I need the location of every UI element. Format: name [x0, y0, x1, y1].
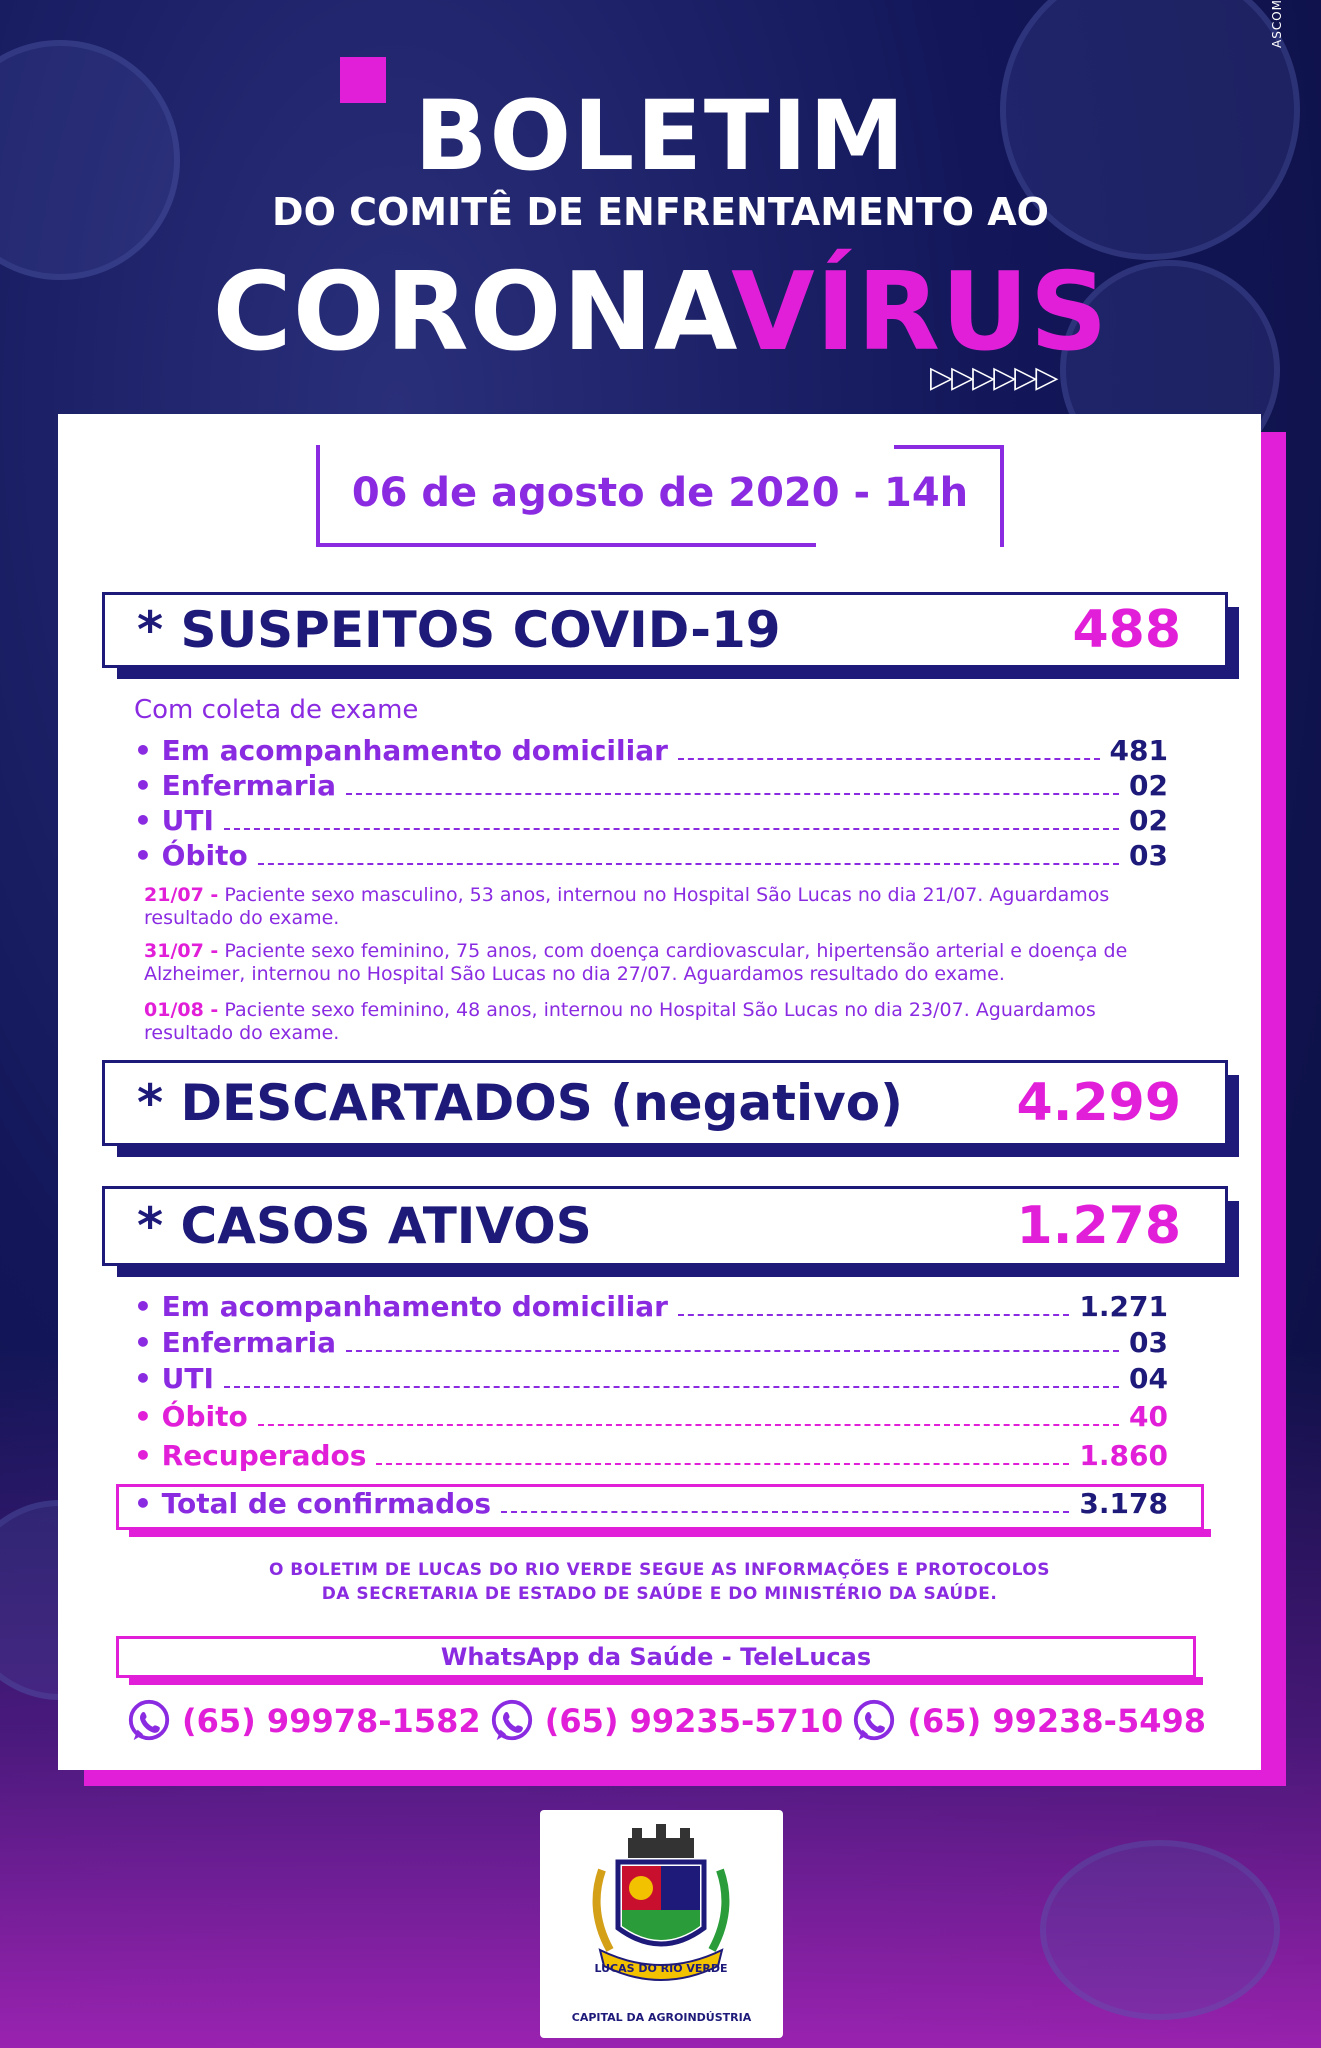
- accent-square: [340, 57, 386, 103]
- ativos-row: • Recuperados 1.860: [134, 1439, 1168, 1472]
- phone-item[interactable]: (65) 99235-5710: [489, 1698, 844, 1744]
- phone-list: (65) 99978-1582 (65) 99235-5710 (65) 992…: [126, 1698, 1206, 1744]
- total-confirmados-frame: [116, 1484, 1211, 1537]
- title-corona-pink: VÍRUS: [731, 250, 1109, 375]
- phone-number: (65) 99235-5710: [544, 1702, 844, 1740]
- arrows-icon: ▷▷▷▷▷▷: [930, 360, 1058, 395]
- whatsapp-icon: [128, 1699, 170, 1741]
- descartados-header: * DESCARTADOS (negativo) 4.299: [102, 1060, 1239, 1157]
- bulletin-date: 06 de agosto de 2020 - 14h: [351, 470, 969, 516]
- suspeitos-row: • Em acompanhamento domiciliar 481: [134, 734, 1168, 767]
- descartados-value: 4.299: [1016, 1073, 1181, 1133]
- date-frame: [316, 445, 1004, 547]
- suspeitos-row: • Enfermaria 02: [134, 769, 1168, 802]
- patient-note: 01/08 - Paciente sexo feminino, 48 anos,…: [144, 999, 1096, 1044]
- total-confirmados-row: • Total de confirmados 3.178: [134, 1487, 1168, 1520]
- whatsapp-icon: [491, 1699, 532, 1741]
- logo-ribbon: LUCAS DO RIO VERDE: [594, 1962, 727, 1975]
- ativos-label: * CASOS ATIVOS: [137, 1197, 592, 1255]
- logo-caption: CAPITAL DA AGROINDÚSTRIA: [571, 2011, 752, 2024]
- phone-item[interactable]: (65) 99238-5498: [851, 1698, 1206, 1744]
- ativos-value: 1.278: [1016, 1196, 1181, 1256]
- suspeitos-row: • Óbito 03: [134, 839, 1168, 872]
- suspeitos-row: • UTI 02: [134, 804, 1168, 837]
- phone-item[interactable]: (65) 99978-1582: [126, 1698, 481, 1744]
- title-boletim: BOLETIM: [414, 80, 907, 192]
- virus-decoration: [1040, 1840, 1280, 2020]
- ativos-header: * CASOS ATIVOS 1.278: [102, 1186, 1239, 1277]
- ascom-credit: ASCOM: [1270, 0, 1284, 48]
- phone-number: (65) 99978-1582: [182, 1702, 481, 1740]
- ativos-row: • UTI 04: [134, 1362, 1168, 1395]
- protocol-note: O BOLETIM DE LUCAS DO RIO VERDE SEGUE AS…: [268, 1560, 1051, 1604]
- suspeitos-label: * SUSPEITOS COVID-19: [137, 601, 781, 659]
- suspeitos-value: 488: [1072, 600, 1181, 660]
- virus-decoration: [1000, 0, 1300, 260]
- descartados-label: * DESCARTADOS (negativo): [137, 1074, 903, 1132]
- suspeitos-header: * SUSPEITOS COVID-19 488: [102, 592, 1239, 679]
- whatsapp-icon: [854, 1699, 895, 1741]
- patient-note: 21/07 - Paciente sexo masculino, 53 anos…: [144, 884, 1110, 929]
- phone-number: (65) 99238-5498: [907, 1702, 1206, 1740]
- title-subtitle: DO COMITÊ DE ENFRENTAMENTO AO: [272, 190, 1049, 234]
- coleta-subheading: Com coleta de exame: [134, 695, 419, 725]
- title-coronavirus: CORONAVÍRUS: [0, 250, 1321, 375]
- municipal-logo: LUCAS DO RIO VERDE CAPITAL DA AGROINDÚST…: [540, 1810, 783, 2038]
- whatsapp-title: WhatsApp da Saúde - TeleLucas: [116, 1636, 1203, 1685]
- ativos-row: • Óbito 40: [134, 1400, 1168, 1433]
- title-corona-white: CORONA: [212, 250, 732, 375]
- ativos-row: • Em acompanhamento domiciliar 1.271: [134, 1290, 1168, 1323]
- ativos-row: • Enfermaria 03: [134, 1326, 1168, 1359]
- coat-of-arms-icon: LUCAS DO RIO VERDE: [592, 1824, 730, 1981]
- patient-note: 31/07 - Paciente sexo feminino, 75 anos,…: [144, 940, 1128, 985]
